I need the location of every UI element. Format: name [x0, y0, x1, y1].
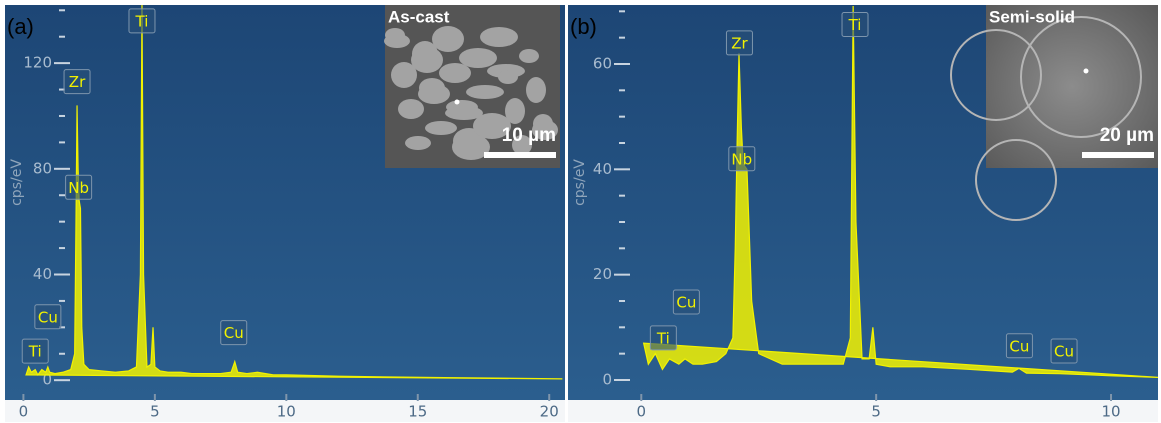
- inset-grain: [480, 27, 518, 47]
- panel-label: (b): [570, 14, 597, 39]
- peak-label-box: [65, 174, 93, 200]
- inset-grain: [473, 113, 511, 139]
- y-axis-label: cps/eV: [572, 159, 588, 206]
- inset-title: As-cast: [388, 7, 450, 26]
- scale-bar-label: 20 µm: [1100, 125, 1154, 146]
- peak-label: Cu: [38, 308, 58, 326]
- inset-grain: [498, 70, 518, 84]
- inset-grain: [459, 48, 497, 68]
- peak-label-box: [63, 69, 91, 95]
- axis-strip: [568, 400, 1158, 422]
- x-tick-label: 0: [637, 403, 647, 421]
- peak-label-box: [21, 338, 49, 364]
- y-tick-label: 40: [593, 160, 612, 178]
- peak-label-box: [1050, 338, 1078, 364]
- peak-label-box: [1005, 333, 1033, 359]
- peak-label: Zr: [69, 73, 86, 91]
- y-tick-label: 20: [593, 265, 612, 283]
- spectrum: [25, 4, 563, 380]
- inset-title: Semi-solid: [989, 7, 1075, 26]
- y-tick-label: 0: [602, 370, 612, 388]
- inset-grain: [432, 26, 464, 52]
- y-tick-label: 60: [593, 54, 612, 72]
- panel-label: (a): [7, 14, 34, 39]
- inset-grain: [950, 29, 1042, 121]
- x-tick-label: 20: [540, 403, 559, 421]
- peak-label-box: [672, 289, 700, 315]
- y-tick-label: 80: [33, 159, 52, 177]
- peak-label: Nb: [731, 150, 752, 168]
- inset-grain: [519, 49, 539, 63]
- inset-grain: [418, 84, 450, 104]
- x-tick-label: 5: [871, 403, 881, 421]
- peak-label: Ti: [848, 16, 862, 34]
- inset-grain: [975, 139, 1057, 221]
- x-tick-label: 5: [150, 403, 160, 421]
- peak-label: Ti: [135, 12, 149, 30]
- scale-bar: [1082, 152, 1154, 158]
- inset-grain: [405, 136, 431, 150]
- y-axis-label: cps/eV: [9, 159, 25, 206]
- peak-label-box: [725, 30, 753, 56]
- y-tick-label: 0: [42, 371, 52, 389]
- peak-label: Cu: [1054, 343, 1074, 361]
- inset-grain: [1020, 16, 1142, 138]
- peak-label-box: [128, 8, 156, 34]
- inset-grain: [505, 98, 525, 124]
- peak-label: Ti: [28, 343, 42, 361]
- inset-grain: [526, 77, 546, 103]
- scale-bar: [484, 152, 556, 158]
- peak-label-box: [220, 320, 248, 346]
- peak-label-box: [728, 146, 756, 172]
- x-tick-label: 0: [19, 403, 29, 421]
- peak-label: Nb: [68, 179, 89, 197]
- inset-grain: [466, 85, 504, 99]
- y-tick-label: 120: [23, 54, 52, 72]
- spectrum: [642, 6, 1159, 378]
- inset-grain: [384, 34, 410, 48]
- axis-strip: [5, 400, 565, 422]
- inset-grain: [452, 134, 490, 160]
- inset-grain: [398, 99, 424, 119]
- inset-grain: [391, 62, 417, 88]
- analysis-point: [454, 99, 460, 105]
- inset-grain: [532, 120, 558, 140]
- peak-label: Cu: [676, 294, 696, 312]
- x-tick-label: 10: [277, 403, 296, 421]
- y-tick-label: 40: [33, 265, 52, 283]
- peak-label: Cu: [224, 324, 244, 342]
- inset-grain: [411, 47, 443, 73]
- analysis-point: [1083, 68, 1089, 74]
- inset-grain: [512, 135, 532, 155]
- inset-grain: [445, 106, 483, 120]
- peak-label: Ti: [656, 329, 670, 347]
- x-tick-label: 15: [408, 403, 427, 421]
- peak-label-box: [841, 11, 869, 37]
- peak-label-box: [649, 325, 677, 351]
- scale-bar-label: 10 µm: [502, 125, 556, 146]
- peak-label: Zr: [731, 34, 748, 52]
- inset-grain: [425, 121, 457, 135]
- inset-grain: [439, 63, 471, 83]
- x-tick-label: 10: [1101, 403, 1120, 421]
- peak-label: Cu: [1009, 337, 1029, 355]
- peak-label-box: [34, 304, 62, 330]
